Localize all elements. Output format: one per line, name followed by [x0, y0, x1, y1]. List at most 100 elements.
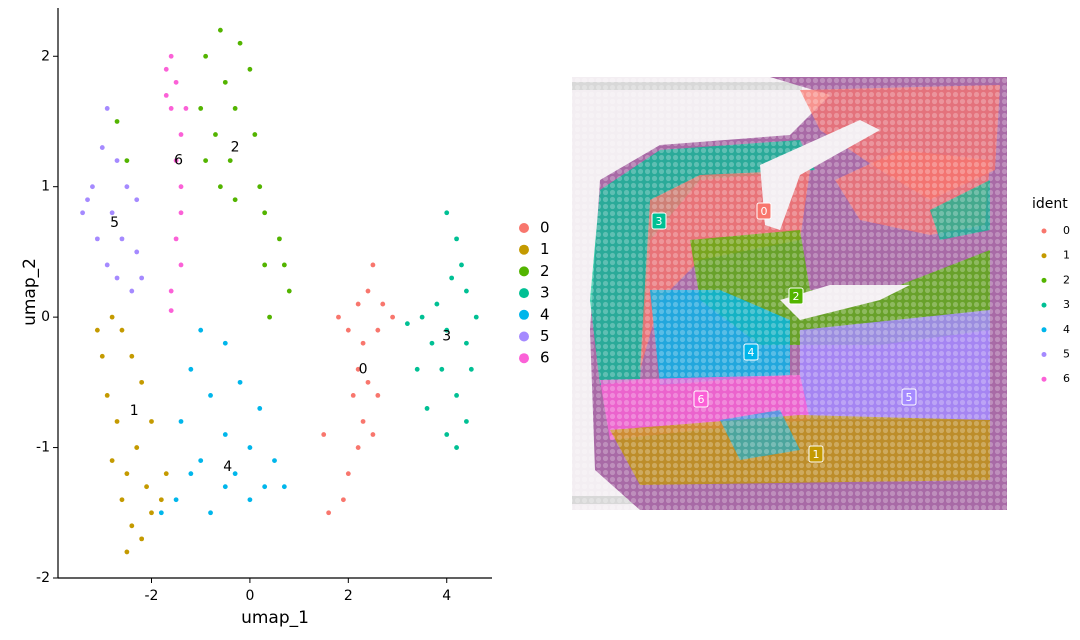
point	[134, 197, 140, 203]
point	[173, 236, 179, 242]
spot-label-box	[693, 390, 709, 408]
spot-label-box	[901, 388, 917, 406]
legend-swatch	[519, 331, 529, 342]
spot-label: 0	[761, 205, 768, 218]
point	[222, 432, 228, 437]
point	[119, 497, 125, 503]
spot-label-box	[743, 343, 759, 361]
point	[444, 210, 450, 216]
y-tick-label: 2	[41, 48, 50, 64]
cluster-label: 4	[223, 459, 232, 475]
point	[129, 523, 135, 529]
point	[114, 119, 120, 124]
point	[262, 210, 268, 216]
point	[104, 392, 110, 398]
point	[424, 406, 430, 411]
point	[336, 314, 341, 320]
point	[360, 419, 366, 424]
point	[129, 288, 135, 294]
point	[168, 53, 174, 59]
legend-label: 3	[1063, 298, 1070, 311]
legend-swatch	[519, 309, 529, 320]
point	[464, 340, 469, 346]
point	[149, 419, 154, 424]
legend-swatch	[1041, 277, 1047, 283]
point	[262, 484, 268, 490]
point	[222, 340, 228, 346]
point	[124, 158, 130, 164]
point	[198, 458, 204, 464]
point	[375, 327, 381, 333]
spot-label: 3	[656, 215, 663, 228]
point	[104, 106, 110, 111]
legend-label: 0	[540, 219, 550, 237]
point	[321, 432, 327, 437]
point	[139, 536, 145, 542]
point	[124, 184, 130, 190]
point	[232, 106, 238, 111]
legend-swatch	[519, 353, 529, 364]
point	[163, 92, 169, 98]
point	[272, 458, 277, 464]
point	[257, 184, 263, 190]
legend-label: 4	[540, 305, 550, 323]
spot-label: 1	[813, 448, 820, 461]
spot-label-box	[808, 445, 824, 463]
x-tick-label: 0	[245, 588, 254, 604]
cluster-label: 6	[174, 153, 183, 169]
point	[444, 432, 450, 437]
point	[355, 366, 361, 372]
point	[247, 66, 253, 72]
legend-label: 4	[1063, 323, 1070, 336]
point	[345, 327, 351, 333]
x-axis-title: umap_1	[241, 608, 309, 628]
legend-label: 1	[540, 240, 550, 258]
cluster-label: 3	[442, 329, 451, 345]
x-tick-label: 4	[442, 588, 451, 604]
point	[222, 484, 228, 490]
y-tick-label: -1	[36, 440, 50, 456]
point	[454, 392, 459, 398]
point	[439, 366, 445, 372]
point	[99, 145, 105, 150]
point	[281, 484, 287, 490]
point	[267, 314, 272, 320]
point	[247, 497, 253, 503]
point	[168, 288, 174, 294]
point	[350, 392, 356, 398]
spot-label: 4	[748, 346, 755, 359]
point	[222, 79, 228, 85]
point	[188, 366, 194, 372]
point	[173, 158, 179, 164]
legend-label: 6	[540, 349, 550, 367]
point	[134, 249, 140, 255]
point	[375, 392, 381, 398]
point	[473, 314, 479, 320]
point	[109, 210, 115, 216]
y-tick-label: 1	[41, 179, 50, 195]
cluster-label: 5	[110, 215, 119, 231]
point	[232, 471, 238, 477]
point	[173, 497, 179, 503]
point	[183, 106, 189, 111]
point	[149, 510, 154, 516]
point	[370, 432, 376, 437]
legend-label: 5	[540, 327, 550, 345]
legend-label: 2	[540, 262, 550, 280]
point	[104, 262, 110, 268]
legend-label: 3	[540, 284, 550, 302]
point	[158, 497, 164, 503]
point	[247, 445, 253, 450]
point	[326, 510, 332, 516]
x-tick-label: -2	[145, 588, 159, 604]
point	[262, 262, 268, 268]
point	[464, 288, 469, 294]
legend-swatch	[1041, 327, 1047, 333]
legend-swatch	[1041, 352, 1047, 357]
point	[414, 366, 420, 372]
point	[365, 379, 371, 385]
point	[459, 262, 464, 268]
legend-title: ident	[1032, 196, 1068, 212]
point	[449, 275, 455, 281]
